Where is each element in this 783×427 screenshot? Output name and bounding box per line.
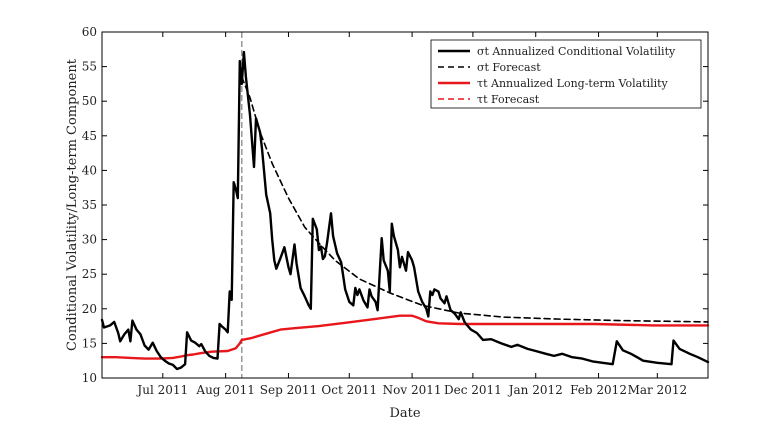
y-tick-label: 10 xyxy=(82,371,97,385)
y-tick-label: 50 xyxy=(82,94,97,108)
legend-label: τt Annualized Long-term Volatility xyxy=(477,77,669,90)
x-tick-label: Dec 2011 xyxy=(444,383,502,397)
series-line-4 xyxy=(241,314,709,341)
y-tick-label: 60 xyxy=(82,25,97,39)
x-axis: Jul 2011 Aug 2011 Sep 2011 Oct 2011 Nov 2011… xyxy=(135,32,687,397)
y-tick-label: 40 xyxy=(82,163,97,177)
y-tick-label: 45 xyxy=(82,129,97,143)
x-tick-label: Jul 2011 xyxy=(135,383,188,397)
legend-box xyxy=(430,39,702,109)
legend-items: σt Annualized Conditional Volatility σt F… xyxy=(438,45,676,106)
y-axis-label: Conditional Volatility/Long-term Compone… xyxy=(65,58,80,351)
y-tick-label: 55 xyxy=(82,60,97,74)
x-tick-label: Sep 2011 xyxy=(260,383,317,397)
x-axis-label: Date xyxy=(389,406,420,421)
series-line-1 xyxy=(100,50,710,371)
x-tick-label: Aug 2011 xyxy=(195,383,254,397)
legend-label: σt Forecast xyxy=(477,61,541,74)
x-tick-label: Feb 2012 xyxy=(570,383,627,397)
legend-label: τt Forecast xyxy=(477,93,540,106)
series-line-2 xyxy=(241,76,709,323)
y-axis: 10 15 20 25 30 35 40 45 50 55 60 xyxy=(82,25,708,385)
x-tick-label: Mar 2012 xyxy=(628,383,688,397)
y-tick-label: 25 xyxy=(82,267,97,281)
y-tick-label: 35 xyxy=(82,198,97,212)
x-tick-label: Oct 2011 xyxy=(321,383,377,397)
y-tick-label: 30 xyxy=(82,233,97,247)
x-tick-label: Jan 2012 xyxy=(507,383,563,397)
series-layer xyxy=(100,50,710,371)
legend: σt Annualized Conditional Volatility σt F… xyxy=(430,39,702,109)
y-tick-label: 15 xyxy=(82,336,97,350)
y-tick-label: 20 xyxy=(82,302,97,316)
legend-label: σt Annualized Conditional Volatility xyxy=(477,45,676,58)
x-tick-label: Nov 2011 xyxy=(383,383,442,397)
